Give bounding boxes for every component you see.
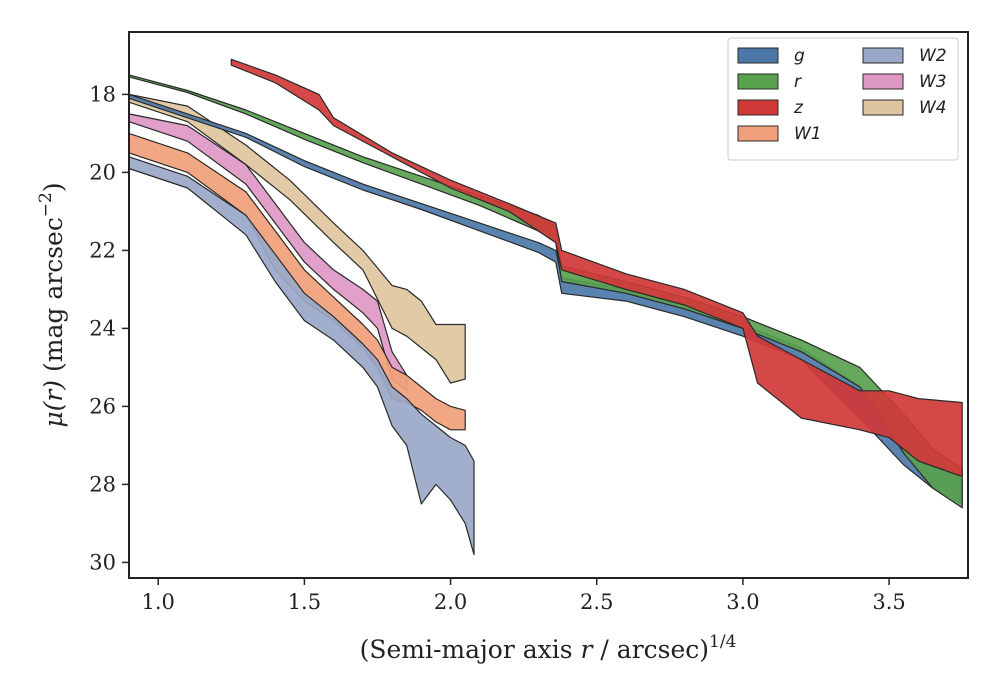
y-axis-label-var: μ(r) — [39, 380, 68, 428]
x-axis-label: (Semi-major axis r / arcsec)1/4 — [360, 632, 737, 664]
y-tick-label: 26 — [89, 394, 116, 418]
y-axis-ticks: 18 20 22 24 26 28 30 — [89, 82, 129, 574]
legend-swatch-W4 — [862, 99, 904, 116]
y-tick-label: 20 — [89, 160, 116, 184]
legend-label-z: z — [793, 98, 804, 118]
legend-label-W3: W3 — [919, 72, 947, 92]
band-z — [230, 58, 963, 478]
x-axis-label-var: r — [581, 635, 595, 664]
legend-box — [727, 37, 959, 161]
legend-swatch-W2 — [862, 47, 904, 64]
y-tick-label: 28 — [89, 472, 116, 496]
legend-label-W2: W2 — [919, 46, 947, 66]
x-tick-label: 3.5 — [872, 590, 905, 614]
y-tick-label: 30 — [89, 550, 116, 574]
legend-label-W4: W4 — [919, 98, 947, 118]
y-axis-label-mid: (mag arcsec — [39, 217, 68, 380]
y-axis-label: μ(r) (mag arcsec−2) — [36, 182, 68, 427]
y-axis-label-sup: −2 — [36, 192, 56, 217]
legend-swatch-r — [737, 73, 779, 90]
x-tick-label: 1.0 — [142, 590, 175, 614]
x-axis-label-sup: 1/4 — [709, 632, 736, 652]
legend-label-W1: W1 — [794, 124, 822, 144]
band-W2 — [128, 156, 475, 556]
profile-bands — [128, 58, 963, 556]
y-tick-label: 18 — [89, 82, 116, 106]
y-axis-label-post: ) — [39, 182, 68, 192]
x-axis-label-post: / arcsec) — [592, 635, 709, 664]
x-tick-label: 2.0 — [434, 590, 467, 614]
x-tick-label: 1.5 — [288, 590, 321, 614]
y-tick-label: 24 — [89, 316, 116, 340]
legend-swatch-W3 — [862, 73, 904, 90]
legend-swatch-z — [737, 99, 779, 116]
y-tick-label: 22 — [89, 238, 116, 262]
legend-label-g: g — [794, 46, 805, 66]
band-W4 — [128, 93, 466, 384]
legend-swatch-W1 — [737, 125, 779, 142]
legend-swatch-g — [737, 47, 779, 64]
x-axis-ticks: 1.0 1.5 2.0 2.5 3.0 3.5 — [142, 578, 906, 614]
x-tick-label: 2.5 — [580, 590, 613, 614]
x-tick-label: 3.0 — [726, 590, 759, 614]
legend-label-r: r — [794, 72, 802, 92]
plot-frame — [128, 31, 969, 579]
x-axis-label-pre: (Semi-major axis — [360, 635, 581, 664]
legend: grz W1 W2 W3 W4 — [727, 37, 959, 161]
